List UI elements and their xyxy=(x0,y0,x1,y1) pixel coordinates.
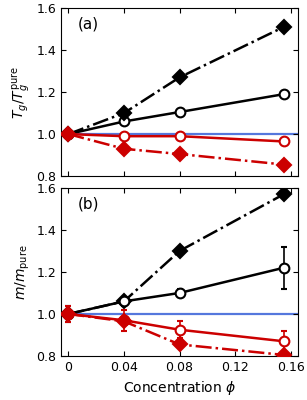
Text: (a): (a) xyxy=(78,16,99,32)
X-axis label: Concentration $\phi$: Concentration $\phi$ xyxy=(123,380,236,398)
Y-axis label: $m/m_\mathrm{pure}$: $m/m_\mathrm{pure}$ xyxy=(14,244,32,300)
Text: (b): (b) xyxy=(78,196,99,211)
Y-axis label: $T_g/T_g^\mathrm{pure}$: $T_g/T_g^\mathrm{pure}$ xyxy=(10,66,32,118)
